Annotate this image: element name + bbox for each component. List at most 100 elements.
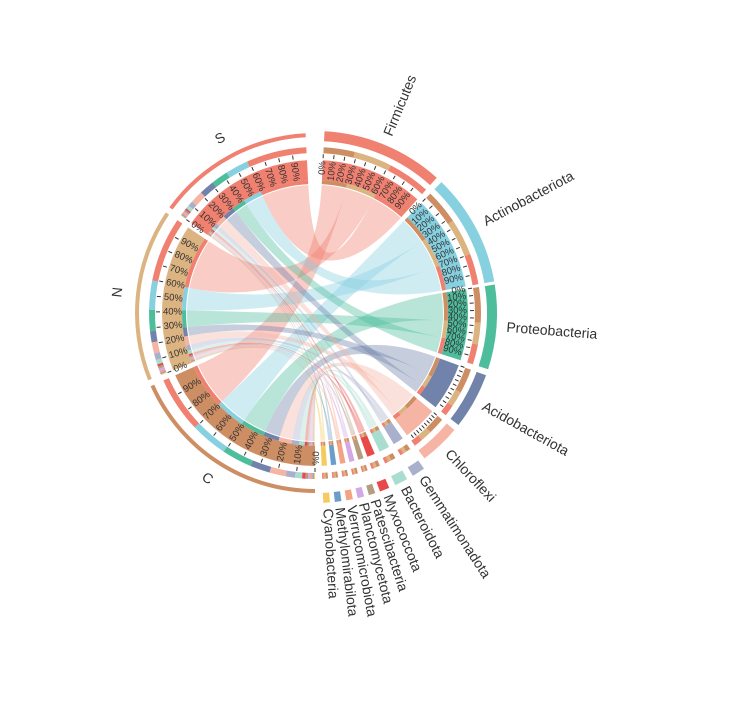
outer-arc-n	[135, 212, 170, 381]
inner-band-myxococcota-c	[362, 431, 367, 437]
tick-s-3	[215, 188, 219, 193]
tick-label-n-6: 60%	[165, 277, 186, 292]
inner-band-n-cyanobacteria	[191, 360, 196, 363]
label-proteobacteria: Proteobacteria	[506, 319, 598, 342]
inner-band-cyanobacteria-n	[321, 441, 324, 446]
stack-cyanobacteria-c	[325, 472, 329, 479]
minor-tick-chloroflexi-8	[413, 432, 417, 436]
tick-s-2	[204, 197, 209, 202]
minor-tick-acidobacteriota-4	[452, 383, 457, 387]
inner-band-n-gemmatimonadota	[186, 344, 192, 351]
tick-label-proteobacteria-7: 70%	[445, 330, 466, 344]
inner-band-bacteroidota-s	[369, 428, 374, 434]
inner-band-cyanobacteria-c	[323, 441, 326, 446]
inner-band-methylomirabilota-c	[331, 440, 334, 445]
minor-tick-acidobacteriota-2	[456, 374, 461, 378]
segment-arc-proteobacteria	[441, 289, 469, 361]
minor-tick-chloroflexi-7	[416, 429, 420, 434]
inner-band-patescibacteria-c	[354, 435, 358, 440]
chords-layer	[187, 185, 443, 441]
segment-arc-patescibacteria	[352, 439, 364, 460]
stack-planctomycetota-n	[352, 468, 356, 475]
tick-proteobacteria-8	[466, 346, 471, 349]
stack-patescibacteria-n	[362, 465, 366, 472]
tick-n-1	[162, 356, 167, 359]
inner-band-verrucomicrobiota-n	[337, 439, 340, 444]
segment-arc-firmicutes	[321, 160, 418, 215]
stack-planctomycetota-s	[350, 468, 355, 475]
chord-chloroflexi-s	[220, 220, 398, 416]
outer-arc-firmicutes	[324, 131, 437, 186]
stack-c-acidobacteriota	[250, 460, 272, 473]
stack-s-proteobacteria	[212, 172, 230, 188]
tick-firmicutes-8	[401, 181, 405, 186]
tick-s-5	[238, 173, 242, 178]
stack-s-actinobacteriota	[226, 161, 250, 178]
stack-verrucomicrobiota-s	[341, 470, 345, 477]
chord-firmicutes-s	[262, 185, 401, 261]
inner-band-n-bacteroidota	[187, 349, 193, 355]
arcs-layer	[135, 131, 498, 503]
chord-chloroflexi-n	[189, 331, 404, 411]
minor-tick-acidobacteriota-7	[445, 396, 450, 400]
minor-tick-chloroflexi-1	[431, 414, 435, 419]
tick-firmicutes-6	[383, 170, 387, 175]
inner-band-proteobacteria-c	[442, 292, 448, 321]
tick-label-proteobacteria-5: 50%	[447, 318, 467, 331]
tick-label-firmicutes-1: 10%	[326, 161, 339, 182]
stack-bacteroidota-c	[388, 452, 396, 461]
tick-label-proteobacteria-9: 90%	[442, 343, 464, 359]
stack-firmicutes-s	[388, 165, 427, 195]
tick-actinobacteriota-6	[455, 246, 461, 250]
stack-gemmatimonadota-c	[403, 444, 411, 452]
stack-n-bacteroidota	[155, 358, 163, 365]
tick-c-9	[177, 391, 182, 395]
stack-s-acidobacteriota	[200, 182, 217, 197]
stack-chloroflexi-s	[411, 435, 422, 446]
tick-c-3	[260, 458, 263, 463]
inner-band-verrucomicrobiota-s	[336, 440, 339, 445]
tick-label-proteobacteria-8: 80%	[444, 337, 465, 352]
tick-firmicutes-4	[363, 162, 367, 167]
tick-firmicutes-3	[353, 159, 356, 164]
chord-firmicutes-c	[198, 185, 346, 402]
outer-arc-cyanobacteria	[322, 492, 330, 503]
segment-arc-n	[162, 227, 205, 371]
ticks-layer: 0%10%20%30%40%50%60%70%80%90%0%10%20%30%…	[156, 154, 474, 472]
tick-label-c-1: 10%	[292, 444, 305, 465]
stack-s-chloroflexi	[192, 192, 206, 206]
inner-band-acidobacteriota-n	[421, 374, 432, 388]
tick-actinobacteriota-2	[435, 212, 440, 217]
tick-proteobacteria-0	[468, 287, 473, 290]
stack-patescibacteria-s	[360, 465, 364, 473]
inner-band-s-acidobacteriota	[223, 208, 236, 220]
inner-band-c-planctomycetota	[309, 441, 312, 446]
tick-actinobacteriota-7	[459, 256, 464, 259]
minor-tick-chloroflexi-6	[418, 427, 423, 432]
tick-c-2	[278, 463, 281, 468]
segment-arc-acidobacteriota	[419, 358, 459, 408]
inner-band-s-chloroflexi	[216, 216, 227, 227]
stack-s-methylomirabilota	[181, 213, 187, 219]
inner-band-myxococcota-s	[359, 433, 363, 438]
segment-arc-s	[191, 160, 309, 235]
inner-band-c-gemmatimonadota	[291, 439, 300, 446]
stack-bacteroidota-n	[385, 455, 392, 462]
stack-proteobacteria-c	[473, 287, 481, 323]
outer-arc-proteobacteria	[478, 284, 498, 370]
minor-tick-chloroflexi-0	[433, 412, 438, 416]
stack-n-firmicutes	[152, 220, 183, 282]
chord-acidobacteriota-c	[265, 344, 436, 437]
inner-band-s-actinobacteriota	[244, 191, 263, 204]
tick-label-firmicutes-3: 30%	[343, 164, 359, 186]
inner-band-n-chloroflexi	[184, 335, 190, 346]
stack-chloroflexi-c	[426, 415, 443, 433]
tick-c-4	[243, 451, 247, 456]
tick-label-proteobacteria-3: 30%	[448, 305, 468, 316]
tick-label-n-2: 20%	[165, 332, 186, 346]
segment-arc-myxococcota	[360, 435, 375, 457]
stack-c-bacteroidota	[294, 471, 303, 479]
label-s: S	[212, 129, 228, 148]
